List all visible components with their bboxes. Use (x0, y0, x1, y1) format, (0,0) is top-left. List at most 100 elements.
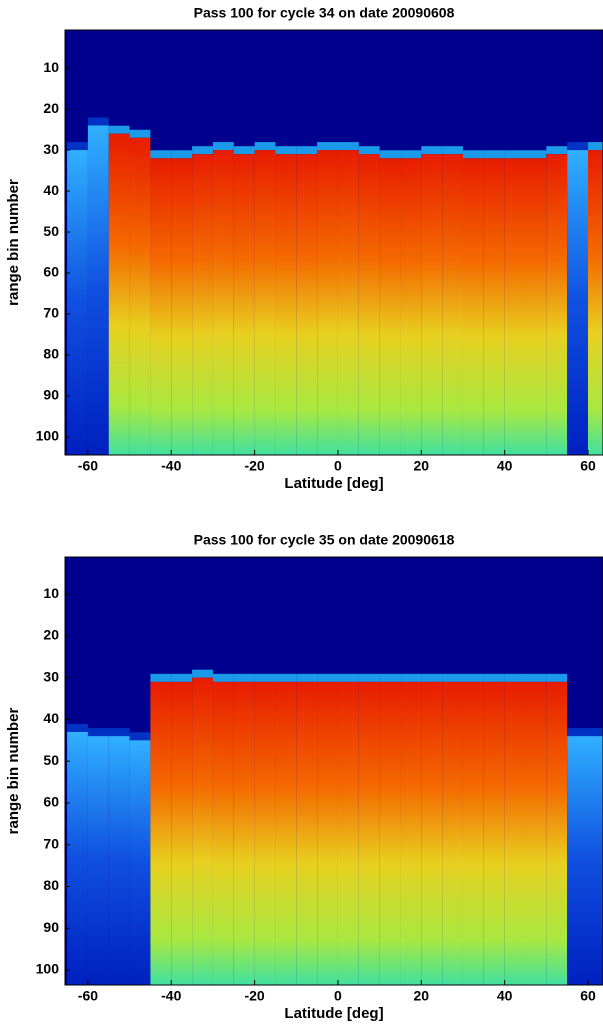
heat-column (129, 137, 151, 455)
y-tick-label: 40 (43, 182, 59, 198)
y-tick-label: 100 (36, 428, 60, 444)
heat-column (129, 740, 151, 985)
heat-column (233, 154, 255, 455)
edge-band (275, 673, 297, 682)
edge-band (442, 673, 463, 682)
edge-band (317, 673, 338, 682)
edge-band (462, 150, 484, 159)
edge-band (129, 732, 151, 741)
y-tick-label: 100 (36, 961, 60, 977)
heat-column (192, 677, 213, 985)
heat-column (483, 158, 505, 455)
heat-column (254, 150, 276, 455)
edge-band (483, 150, 505, 159)
x-axis-label: Latitude [deg] (284, 1005, 383, 1022)
chart-title: Pass 100 for cycle 35 on date 20090618 (194, 532, 455, 548)
edge-band (87, 117, 109, 126)
edge-band (317, 142, 338, 151)
edge-band (254, 673, 276, 682)
heat-column (442, 681, 463, 985)
heat-column (462, 681, 484, 985)
edge-band (421, 673, 443, 682)
x-tick-label: 60 (580, 458, 596, 474)
heat-column (379, 158, 401, 455)
edge-band (379, 673, 401, 682)
x-tick-label: -20 (244, 458, 264, 474)
heat-column (171, 681, 193, 985)
heat-column (587, 150, 603, 455)
y-tick-label: 90 (43, 919, 59, 935)
edge-band (442, 146, 463, 155)
edge-band (254, 142, 276, 151)
plot-area (65, 557, 603, 985)
edge-band (358, 146, 380, 155)
x-tick-label: 0 (334, 988, 342, 1004)
edge-band (87, 728, 109, 737)
y-tick-label: 20 (43, 627, 59, 643)
y-tick-label: 70 (43, 835, 59, 851)
heat-column (504, 158, 526, 455)
y-tick-label: 80 (43, 346, 59, 362)
heat-column (87, 125, 109, 455)
heat-column (296, 154, 318, 455)
edge-band (546, 673, 568, 682)
edge-band (233, 146, 255, 155)
heat-column (442, 154, 463, 455)
edge-band (483, 673, 505, 682)
heat-column (337, 150, 359, 455)
y-tick-label: 50 (43, 223, 59, 239)
edge-band (525, 150, 547, 159)
edge-band (337, 142, 359, 151)
y-axis-label: range bin number (5, 179, 22, 306)
y-tick-label: 30 (43, 668, 59, 684)
x-tick-label: -40 (161, 458, 181, 474)
edge-band (504, 150, 526, 159)
heat-column (483, 681, 505, 985)
heat-column (212, 150, 234, 455)
edge-band (150, 150, 172, 159)
x-tick-label: 20 (414, 458, 430, 474)
x-tick-label: 60 (580, 988, 596, 1004)
edge-band (462, 673, 484, 682)
edge-band (504, 673, 526, 682)
heat-column (171, 158, 193, 455)
x-tick-label: 0 (334, 458, 342, 474)
heat-column (546, 154, 568, 455)
chart-title: Pass 100 for cycle 34 on date 20090608 (194, 5, 455, 21)
y-tick-label: 80 (43, 877, 59, 893)
heat-column (150, 681, 172, 985)
edge-band (171, 673, 193, 682)
edge-band (296, 673, 318, 682)
edge-band (275, 146, 297, 155)
edge-band (150, 673, 172, 682)
y-tick-label: 30 (43, 141, 59, 157)
x-tick-label: -60 (78, 458, 98, 474)
heat-column (317, 150, 338, 455)
heat-column (233, 681, 255, 985)
edge-band (400, 673, 422, 682)
heat-column (358, 154, 380, 455)
x-tick-label: -40 (161, 988, 181, 1004)
edge-band (233, 673, 255, 682)
plot-area (65, 30, 603, 455)
edge-band (587, 728, 603, 737)
x-tick-label: 20 (414, 988, 430, 1004)
y-tick-label: 70 (43, 305, 59, 321)
edge-band (129, 129, 151, 138)
heat-column (67, 731, 88, 985)
x-tick-label: -60 (78, 988, 98, 1004)
edge-band (192, 669, 213, 678)
y-tick-label: 40 (43, 710, 59, 726)
heat-column (150, 158, 172, 455)
edge-band (525, 673, 547, 682)
heat-column (254, 681, 276, 985)
heat-column (421, 681, 443, 985)
edge-band (400, 150, 422, 159)
edge-band (171, 150, 193, 159)
edge-band (567, 728, 588, 737)
heat-column (192, 154, 213, 455)
edge-band (212, 142, 234, 151)
y-axis-label: range bin number (5, 708, 22, 835)
